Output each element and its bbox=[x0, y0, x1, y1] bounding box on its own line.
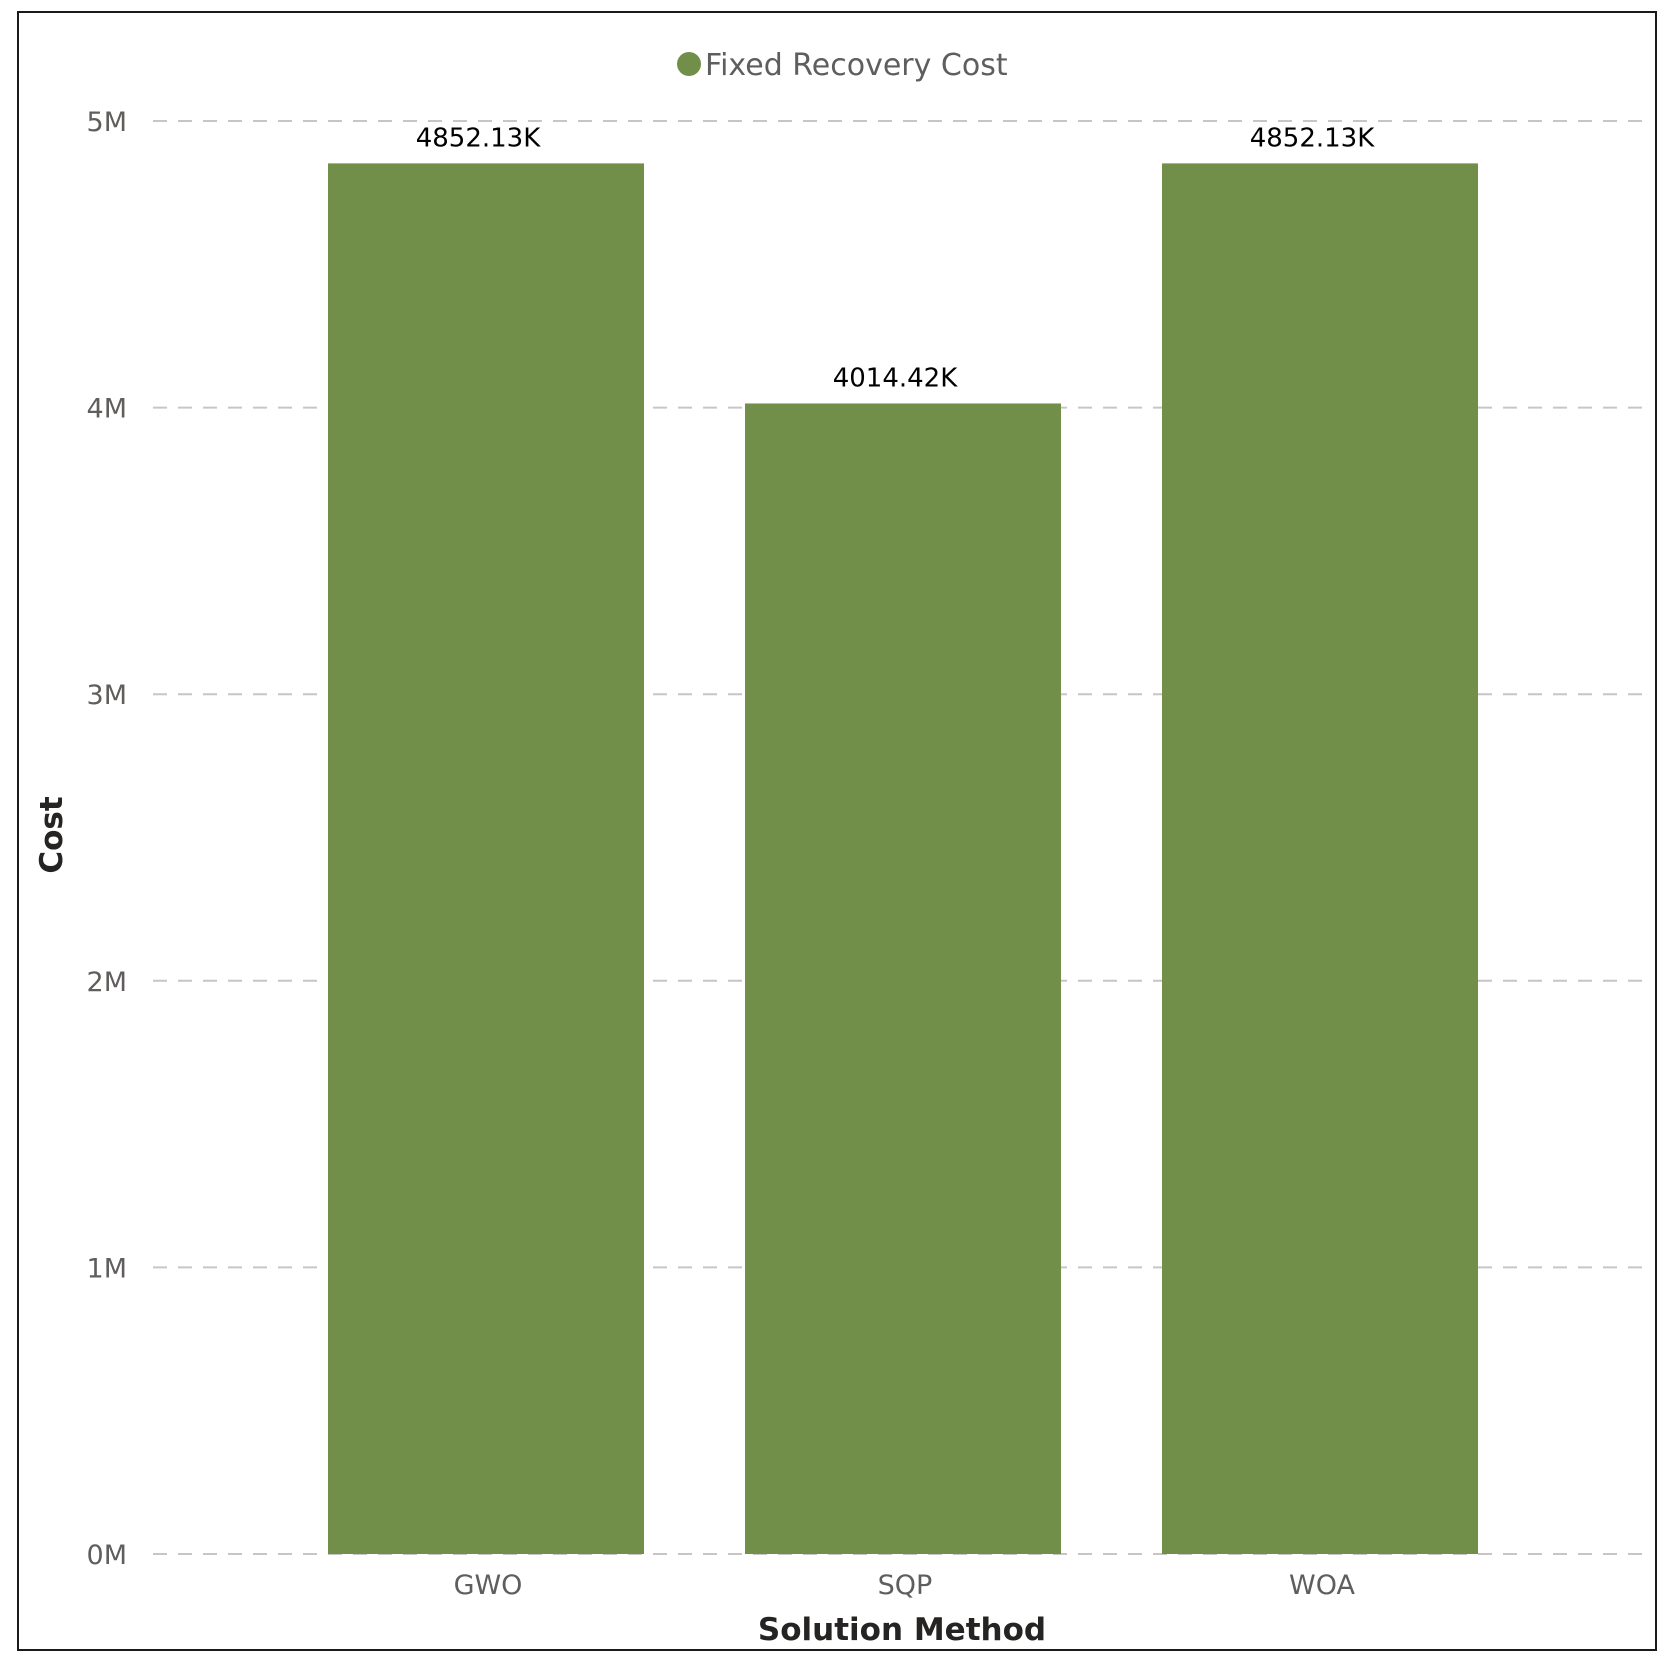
data-label: 4014.42K bbox=[833, 363, 959, 393]
x-axis-ticks: GWO SQP WOA bbox=[454, 1570, 1356, 1601]
data-label: 4852.13K bbox=[1250, 123, 1376, 153]
y-tick-label: 2M bbox=[87, 967, 127, 998]
legend: Fixed Recovery Cost bbox=[677, 48, 1008, 83]
x-axis-title: Solution Method bbox=[758, 1612, 1046, 1648]
bars bbox=[328, 163, 1478, 1555]
bar bbox=[1162, 163, 1478, 1555]
y-tick-label: 5M bbox=[87, 107, 127, 138]
legend-marker bbox=[677, 52, 701, 76]
y-axis-title: Cost bbox=[34, 796, 70, 873]
y-tick-label: 3M bbox=[87, 680, 127, 711]
y-axis-ticks: 0M 1M 2M 3M 4M 5M bbox=[87, 107, 127, 1571]
x-tick-label: GWO bbox=[454, 1570, 523, 1601]
data-label: 4852.13K bbox=[416, 123, 542, 153]
bar bbox=[745, 403, 1061, 1554]
y-tick-label: 4M bbox=[87, 394, 127, 425]
bar bbox=[328, 163, 644, 1555]
x-tick-label: WOA bbox=[1289, 1570, 1355, 1601]
data-labels: 4852.13K 4014.42K 4852.13K bbox=[416, 123, 1376, 393]
y-tick-label: 0M bbox=[87, 1540, 127, 1571]
y-tick-label: 1M bbox=[87, 1253, 127, 1284]
x-tick-label: SQP bbox=[878, 1570, 933, 1601]
legend-label: Fixed Recovery Cost bbox=[705, 48, 1008, 83]
